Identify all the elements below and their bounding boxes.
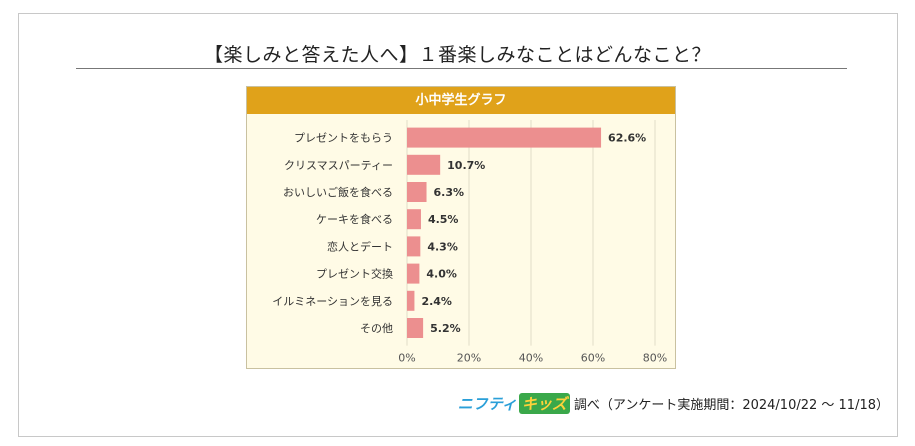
value-label: 2.4%: [421, 295, 452, 308]
bar: [407, 154, 441, 175]
chart-title: 小中学生グラフ: [247, 87, 675, 114]
category-label: イルミネーションを見る: [272, 295, 393, 308]
bar: [407, 182, 427, 202]
value-label: 62.6%: [608, 132, 646, 145]
value-label: 4.3%: [427, 240, 458, 253]
category-label: プレゼントをもらう: [294, 132, 393, 145]
x-tick-label: 0%: [398, 352, 415, 365]
chart-panel: 小中学生グラフ プレゼントをもらう 62.6% クリスマスパーティー 10.7% おいし…: [246, 86, 676, 369]
source-text: 調べ（アンケート実施期間：2024/10/22 ～ 11/18）: [573, 398, 889, 413]
bar: [407, 318, 424, 338]
bar: [407, 209, 421, 230]
value-label: 4.0%: [426, 268, 457, 281]
x-tick-label: 80%: [643, 352, 667, 365]
logo-text-nifty: ニフティ: [457, 395, 517, 413]
bar: [407, 127, 602, 148]
category-label: クリスマスパーティー: [284, 159, 393, 172]
x-tick-label: 60%: [581, 352, 605, 365]
title-divider: [76, 68, 847, 69]
bar: [407, 236, 421, 257]
x-tick-label: 20%: [457, 352, 481, 365]
bar-chart: プレゼントをもらう 62.6% クリスマスパーティー 10.7% おいしいご飯を食べる 6…: [272, 120, 667, 365]
value-label: 6.3%: [434, 186, 465, 199]
category-label: プレゼント交換: [316, 267, 393, 281]
value-label: 4.5%: [428, 213, 459, 226]
value-label: 5.2%: [430, 322, 461, 335]
category-label: その他: [360, 322, 393, 335]
nifty-kids-logo: ニフティ キッズ: [458, 393, 570, 414]
x-tick-label: 40%: [519, 352, 543, 365]
bar: [407, 290, 415, 311]
source-note: ニフティ キッズ 調べ（アンケート実施期間：2024/10/22 ～ 11/18…: [458, 393, 889, 414]
value-label: 10.7%: [447, 159, 485, 172]
category-label: ケーキを食べる: [316, 212, 393, 226]
logo-text-kids: キッズ: [518, 393, 570, 414]
page-title: 【楽しみと答えた人へ】１番楽しみなことはどんなこと？: [203, 44, 711, 66]
bar: [407, 263, 420, 284]
category-label: 恋人とデート: [327, 239, 393, 253]
category-label: おいしいご飯を食べる: [283, 185, 393, 199]
